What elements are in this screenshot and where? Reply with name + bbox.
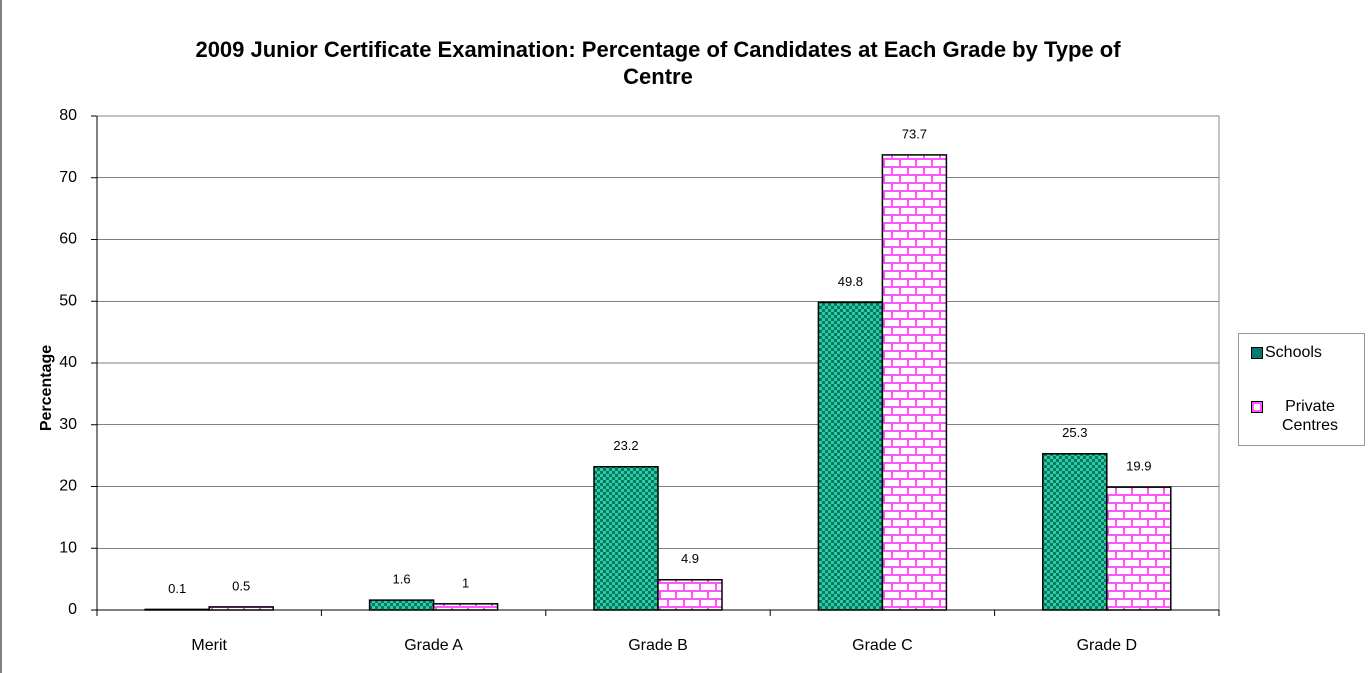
bar — [432, 603, 499, 611]
value-label: 73.7 — [902, 126, 927, 141]
y-tick-label: 50 — [59, 292, 77, 309]
y-tick-label: 0 — [68, 601, 77, 618]
x-tick-label: Merit — [191, 637, 227, 654]
bar — [657, 578, 723, 611]
y-tick-label: 30 — [59, 416, 77, 433]
bar — [881, 154, 948, 611]
y-tick-label: 80 — [59, 107, 77, 124]
bar — [368, 599, 435, 611]
value-label: 19.9 — [1126, 459, 1151, 474]
bar — [1106, 486, 1172, 611]
value-label: 4.9 — [681, 551, 699, 566]
chart-title: 2009 Junior Certificate Examination: Per… — [195, 37, 1121, 89]
y-tick-label: 10 — [59, 539, 77, 556]
value-label: 23.2 — [613, 438, 638, 453]
bar — [1042, 453, 1108, 611]
legend-item: Private Centres — [1251, 397, 1355, 435]
bar — [208, 606, 274, 611]
y-tick-label: 70 — [59, 169, 77, 186]
x-tick-label: Grade A — [404, 637, 463, 654]
value-label: 49.8 — [838, 274, 863, 289]
y-tick-label: 20 — [59, 478, 77, 495]
y-axis-label: Percentage — [38, 345, 55, 431]
bar — [593, 465, 659, 611]
legend-swatch — [1251, 347, 1263, 359]
y-tick-label: 60 — [59, 231, 77, 248]
value-label: 1.6 — [393, 572, 411, 587]
bar — [144, 608, 210, 611]
legend-item: Schools — [1251, 343, 1355, 362]
value-label: 0.5 — [232, 578, 250, 593]
y-tick-label: 40 — [59, 354, 77, 371]
x-tick-label: Grade B — [628, 637, 688, 654]
bar — [817, 301, 884, 611]
legend-label: Schools — [1265, 344, 1322, 361]
value-label: 25.3 — [1062, 425, 1087, 440]
value-label: 1 — [462, 575, 469, 590]
x-tick-label: Grade D — [1077, 637, 1137, 654]
value-label: 0.1 — [168, 581, 186, 596]
legend-swatch — [1251, 401, 1263, 413]
legend: Schools Private Centres — [1238, 333, 1365, 446]
x-tick-label: Grade C — [852, 637, 912, 654]
legend-label: Private Centres — [1281, 398, 1339, 434]
